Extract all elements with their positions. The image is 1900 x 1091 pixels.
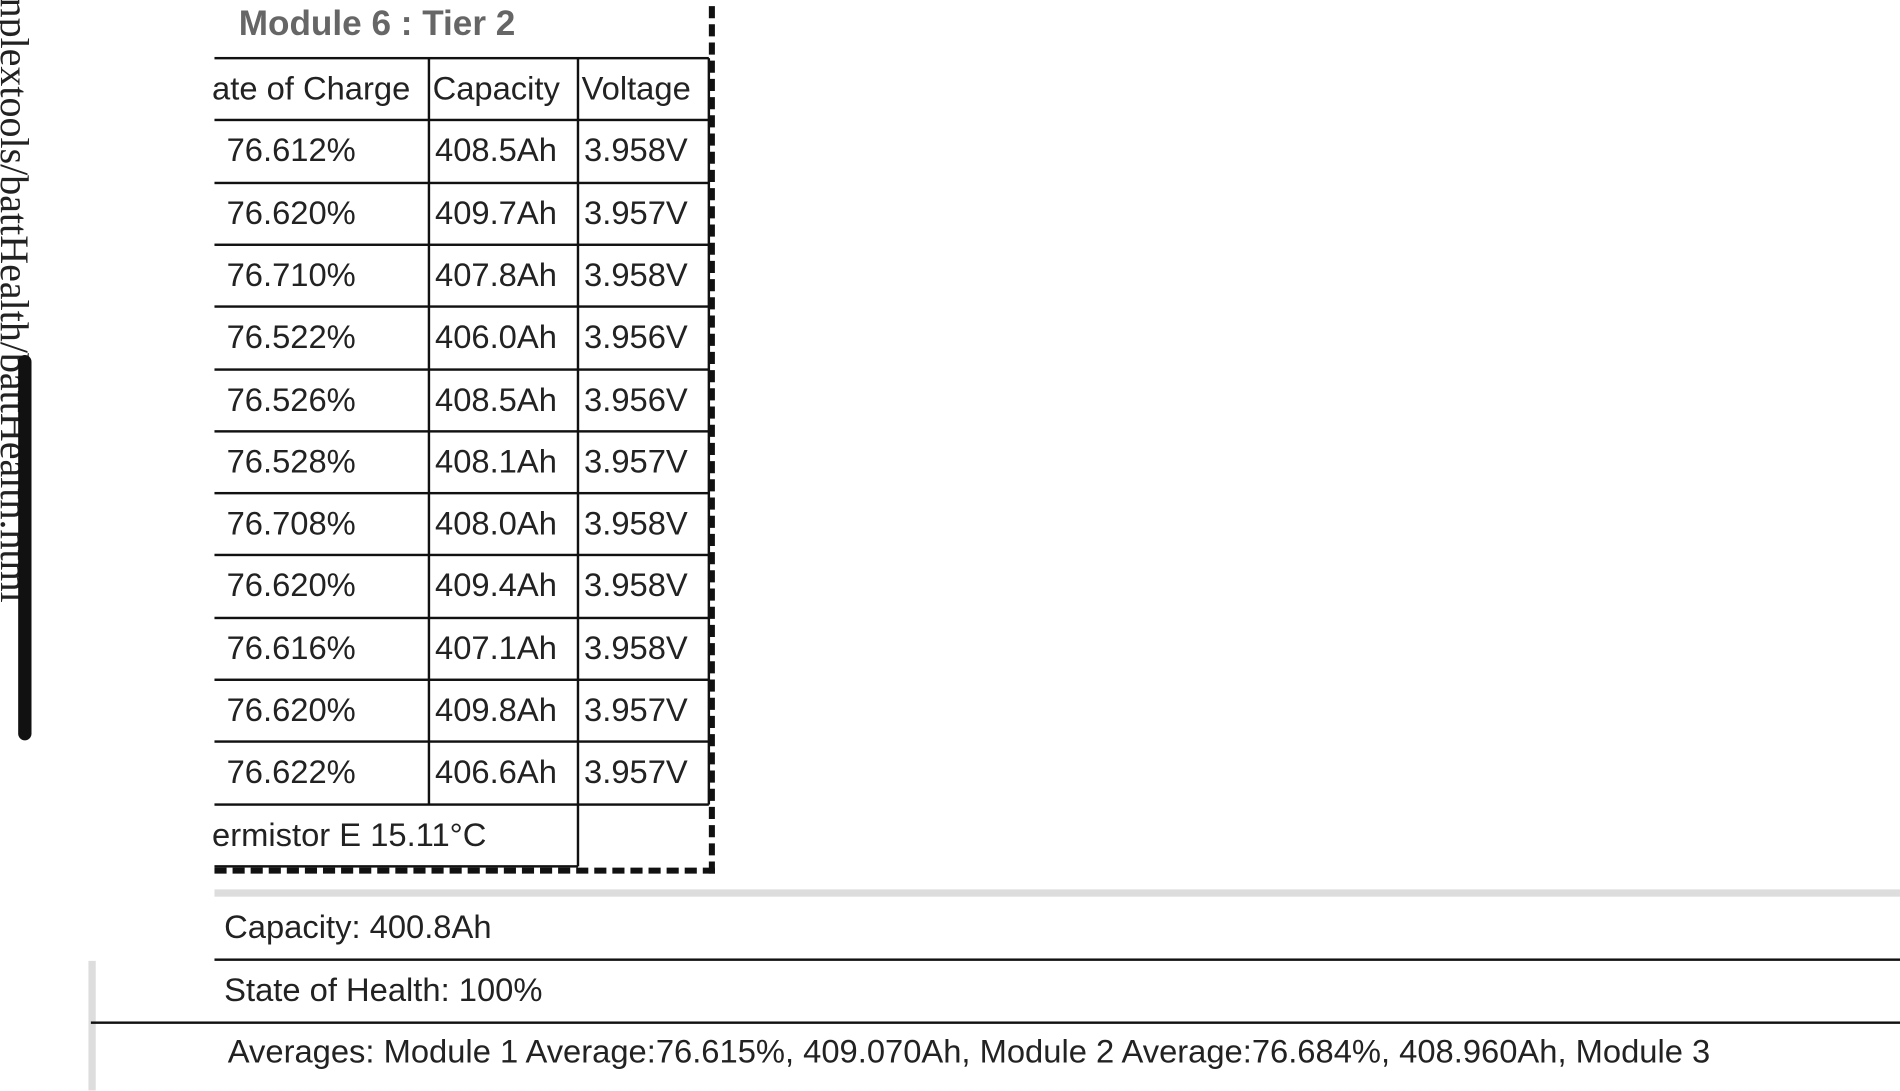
table-cell: 3.957V bbox=[584, 443, 688, 480]
table-cell: 76.620% bbox=[226, 691, 356, 729]
table-line bbox=[214, 740, 709, 744]
table-cell: 409.4Ah bbox=[435, 567, 557, 604]
table-cell: 409.8Ah bbox=[435, 691, 557, 729]
thermistor-cell: ermistor E 15.11°C bbox=[212, 816, 487, 853]
column-header: ate of Charge bbox=[212, 70, 411, 107]
table-cell: 406.6Ah bbox=[435, 754, 557, 791]
table-cell: 3.957V bbox=[584, 754, 688, 791]
table-cell: 3.958V bbox=[584, 132, 688, 169]
scroll-thumb bbox=[18, 355, 32, 741]
table-cell: 408.5Ah bbox=[435, 132, 557, 169]
table-cell: 76.526% bbox=[226, 381, 356, 418]
table-cell: 3.956V bbox=[584, 318, 688, 356]
table-line bbox=[214, 865, 578, 868]
table-cell: 76.522% bbox=[226, 318, 356, 356]
table-line bbox=[214, 367, 709, 371]
table-line bbox=[214, 56, 709, 60]
table-cell: 76.616% bbox=[226, 629, 356, 667]
health-summary: State of Health: 100% bbox=[224, 971, 543, 1009]
table-cell: 76.708% bbox=[226, 505, 356, 542]
left-rail bbox=[88, 960, 96, 1091]
table-cell: 76.710% bbox=[226, 256, 356, 294]
table-line bbox=[214, 492, 709, 495]
table-cell: 3.956V bbox=[584, 381, 688, 418]
averages-summary: Averages: Module 1 Average:76.615%, 409.… bbox=[227, 1033, 1711, 1070]
divider bbox=[214, 958, 1900, 961]
table-cell: 3.957V bbox=[584, 691, 688, 729]
table-line bbox=[214, 305, 709, 308]
column-header: Capacity bbox=[432, 70, 560, 107]
table-line bbox=[214, 243, 709, 246]
table-line bbox=[214, 429, 709, 433]
table-cell: 408.1Ah bbox=[435, 443, 557, 480]
table-cell: 3.958V bbox=[584, 629, 688, 667]
averages-clip: Averages: Module 1 Average:76.615%, 409.… bbox=[214, 1021, 1899, 1083]
table-cell: 406.0Ah bbox=[435, 318, 557, 356]
table-cell: 407.8Ah bbox=[435, 256, 557, 294]
table-line bbox=[707, 58, 711, 805]
table-cell: 3.958V bbox=[584, 505, 688, 542]
table-cell: 3.958V bbox=[584, 567, 688, 604]
table-line bbox=[576, 58, 580, 867]
table-line bbox=[214, 616, 709, 619]
capacity-summary: Capacity: 400.8Ah bbox=[224, 908, 492, 946]
table-cell: 409.7Ah bbox=[435, 194, 557, 231]
module-title: Module 6 : Tier 2 bbox=[238, 4, 516, 44]
table-line bbox=[214, 678, 709, 681]
table-cell: 76.620% bbox=[226, 194, 356, 231]
table-cell: 408.5Ah bbox=[435, 381, 557, 418]
table-cell: 76.622% bbox=[226, 754, 356, 791]
module-border bbox=[214, 0, 715, 874]
table-cell: 408.0Ah bbox=[435, 505, 557, 542]
column-header: Voltage bbox=[581, 70, 691, 107]
table-cell: 3.957V bbox=[584, 194, 688, 231]
table-line bbox=[427, 58, 431, 805]
table-line bbox=[214, 119, 709, 122]
table-cell: 76.620% bbox=[226, 567, 356, 604]
separator bbox=[214, 889, 1900, 897]
table-line bbox=[214, 554, 709, 557]
table-line bbox=[214, 802, 709, 806]
table-cell: 76.528% bbox=[226, 443, 356, 480]
divider bbox=[90, 1021, 1900, 1024]
table-cell: 407.1Ah bbox=[435, 629, 557, 667]
table-cell: 3.958V bbox=[584, 256, 688, 294]
table-line bbox=[214, 181, 709, 184]
table-cell: 76.612% bbox=[226, 132, 356, 169]
